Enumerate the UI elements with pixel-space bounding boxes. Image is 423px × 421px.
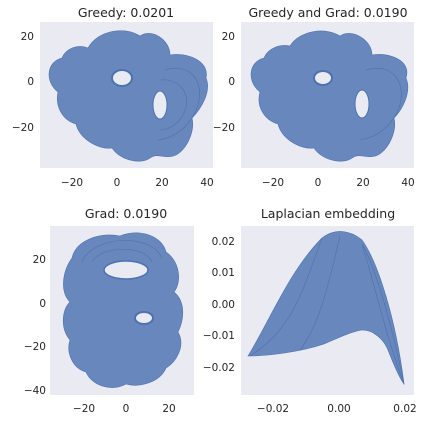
subplot-title: Laplacian embedding (261, 206, 395, 221)
subplot-grad: Grad: 0.0190 −20 0 20 20 0 −20 −40 (24, 206, 194, 415)
y-tick-label: 0.00 (212, 299, 235, 311)
y-tick-label: 20 (222, 31, 235, 43)
shape (250, 30, 409, 162)
shape (62, 232, 184, 388)
y-tick-labels: 20 0 −20 (213, 31, 235, 134)
y-tick-label: 0 (228, 76, 235, 88)
x-tick-label: −0.02 (257, 403, 289, 415)
y-tick-label: −20 (12, 122, 34, 134)
x-tick-label: 0 (315, 177, 322, 189)
x-tick-label: 0 (123, 403, 130, 415)
y-tick-label: 0 (39, 298, 46, 310)
y-tick-label: 20 (21, 31, 34, 43)
y-tick-label: −0.01 (203, 330, 235, 342)
x-tick-labels: −20 0 20 (73, 403, 176, 415)
x-tick-labels: −20 0 20 40 (262, 177, 415, 189)
y-tick-label: −0.02 (203, 362, 235, 374)
subplot-title: Greedy: 0.0201 (78, 5, 174, 20)
subplot-laplacian: Laplacian embedding −0.02 0.00 0.02 0.02… (203, 206, 417, 415)
x-tick-label: −20 (61, 177, 83, 189)
subplot-title: Greedy and Grad: 0.0190 (248, 5, 407, 20)
x-tick-label: 20 (162, 403, 175, 415)
y-tick-label: −40 (24, 385, 46, 397)
subplot-greedy: Greedy: 0.0201 −20 0 20 40 20 0 −20 (12, 5, 214, 189)
x-tick-label: 40 (401, 177, 414, 189)
y-tick-label: 0.02 (212, 236, 235, 248)
shape (48, 30, 208, 162)
x-tick-label: 20 (155, 177, 168, 189)
x-tick-label: −20 (262, 177, 284, 189)
x-tick-label: 0.00 (327, 403, 350, 415)
y-tick-label: 20 (33, 254, 46, 266)
x-tick-labels: −0.02 0.00 0.02 (257, 403, 417, 415)
y-tick-label: −20 (24, 341, 46, 353)
x-tick-label: 0.02 (393, 403, 416, 415)
subplot-title: Grad: 0.0190 (85, 206, 167, 221)
x-tick-label: 20 (356, 177, 369, 189)
y-tick-labels: 20 0 −20 (12, 31, 34, 134)
y-tick-labels: 0.02 0.01 0.00 −0.01 −0.02 (203, 236, 235, 374)
y-tick-label: 0 (27, 76, 34, 88)
y-tick-label: −20 (213, 122, 235, 134)
shape (247, 231, 405, 386)
x-tick-label: 40 (200, 177, 213, 189)
x-tick-labels: −20 0 20 40 (61, 177, 214, 189)
subplot-greedy-and-grad: Greedy and Grad: 0.0190 −20 0 20 40 20 0… (213, 5, 415, 189)
y-tick-label: 0.01 (212, 267, 235, 279)
y-tick-labels: 20 0 −20 −40 (24, 254, 46, 397)
x-tick-label: −20 (73, 403, 95, 415)
x-tick-label: 0 (114, 177, 121, 189)
